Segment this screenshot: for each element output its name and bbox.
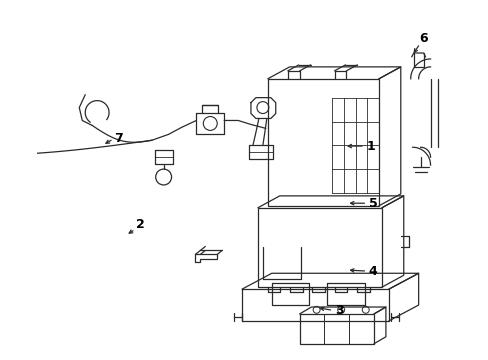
Text: 2: 2 [136, 218, 144, 231]
Text: 3: 3 [334, 304, 343, 317]
Text: 7: 7 [114, 132, 122, 145]
Text: 6: 6 [419, 32, 427, 45]
Bar [267, 79, 378, 206]
Bar [257, 208, 381, 287]
Text: 4: 4 [368, 265, 377, 278]
Text: 5: 5 [368, 197, 377, 210]
Text: 1: 1 [366, 140, 374, 153]
Bar [299, 314, 373, 344]
